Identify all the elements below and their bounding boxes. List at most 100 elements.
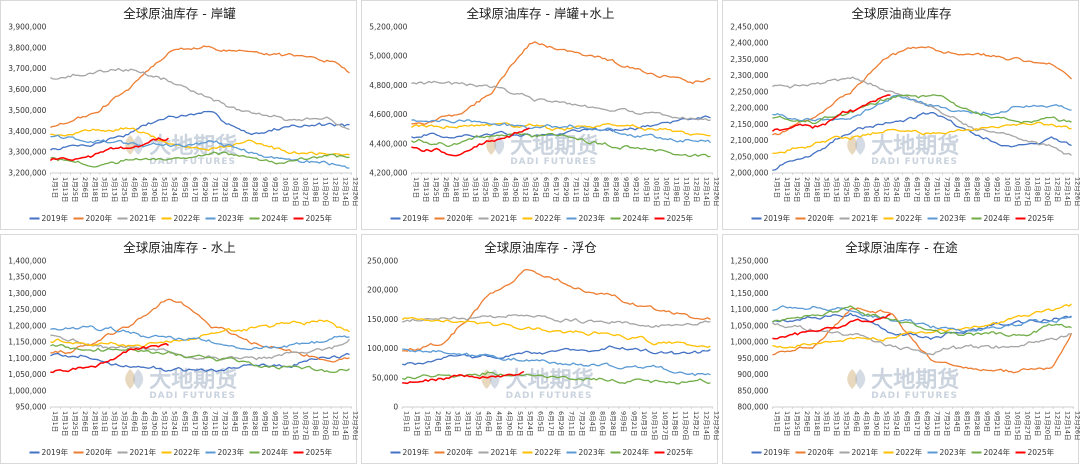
x-tick-label: 4月6日 (130, 177, 138, 198)
x-tick-label: 1月25日 (793, 411, 801, 436)
x-tick-label: 4月6日 (485, 411, 493, 432)
x-tick-label: 10月27日 (662, 177, 670, 207)
x-tick-label: 5月24日 (532, 177, 540, 202)
y-tick-label: 2,350,000 (730, 55, 768, 64)
x-tick-label: 7月11日 (933, 411, 941, 436)
legend-label: 2020年 (808, 447, 835, 457)
series-line (411, 80, 711, 121)
x-tick-label: 9月9日 (261, 411, 269, 432)
x-tick-label: 11月8日 (1033, 177, 1041, 202)
series-line (772, 94, 1072, 122)
x-tick-label: 10月27日 (1023, 411, 1031, 441)
x-tick-label: 7月11日 (568, 411, 576, 436)
x-tick-label: 1月13日 (61, 411, 69, 436)
y-tick-label: 3,600,000 (8, 85, 46, 94)
x-tick-label: 1月1日 (51, 411, 59, 432)
chart-title: 全球原油商业库存 (851, 6, 951, 21)
series-line (772, 94, 1072, 125)
series-line (401, 316, 711, 348)
x-tick-label: 1月25日 (423, 411, 431, 436)
legend-label: 2019年 (403, 213, 430, 223)
chart-title: 全球原油库存 - 岸罐 (123, 6, 236, 21)
legend-label: 2022年 (896, 213, 923, 223)
x-tick-label: 10月27日 (301, 177, 309, 207)
line-chart: 全球原油库存 - 岸罐 3,200,000 3,300,000 3,400,000 3,… (8, 6, 358, 223)
logo-icon (847, 135, 866, 155)
x-tick-label: 10月3日 (640, 411, 648, 436)
x-tick-label: 3月25日 (120, 411, 128, 436)
x-tick-label: 1月25日 (432, 177, 440, 202)
watermark-en: DADI FUTURES (510, 157, 597, 167)
chart-panel: 全球原油库存 - 岸罐+水上 4,200,000 4,400,000 4,600,00… (361, 0, 719, 230)
x-tick-label: 12月26日 (352, 177, 358, 207)
y-tick-label: 900,000 (737, 370, 768, 379)
y-tick-label: 1,200,000 (730, 273, 768, 282)
legend-label: 2020年 (808, 213, 835, 223)
x-tick-label: 7月23日 (582, 177, 590, 202)
x-tick-label: 8月28日 (609, 411, 617, 436)
series-line (411, 41, 711, 126)
y-tick-label: 3,400,000 (8, 127, 46, 136)
chart-panel: 全球原油库存 - 浮仓 0 50,000 100,000 150,000 200,000 2… (361, 234, 719, 464)
legend-label: 2019年 (403, 447, 430, 457)
legend-label: 2025年 (1028, 213, 1055, 223)
x-tick-label: 10月15日 (1013, 177, 1021, 207)
x-tick-label: 3月25日 (481, 177, 489, 202)
x-tick-label: 2月6日 (442, 177, 450, 198)
x-tick-label: 4月6日 (852, 411, 860, 432)
x-tick-label: 4月30日 (512, 177, 520, 202)
x-tick-label: 11月20日 (682, 411, 690, 441)
y-tick-label: 3,500,000 (8, 106, 46, 115)
x-tick-label: 2月6日 (81, 411, 89, 432)
x-tick-label: 8月16日 (963, 177, 971, 202)
x-tick-label: 10月15日 (650, 411, 658, 441)
x-tick-label: 12月26日 (713, 177, 719, 207)
x-tick-label: 5月12日 (161, 411, 169, 436)
x-tick-label: 5月24日 (893, 177, 901, 202)
x-tick-label: 12月2日 (332, 411, 340, 436)
x-tick-label: 2月18日 (452, 177, 460, 202)
y-tick-label: 3,800,000 (8, 43, 46, 52)
y-tick-label: 800,000 (737, 403, 768, 412)
series-line (771, 94, 891, 132)
series-line (401, 314, 711, 328)
watermark-en: DADI FUTURES (871, 157, 958, 167)
x-tick-label: 6月29日 (923, 177, 931, 202)
y-tick-label: 50,000 (372, 373, 398, 382)
y-tick-label: 4,600,000 (369, 110, 407, 119)
x-tick-label: 8月4日 (588, 411, 596, 432)
y-tick-label: 1,350,000 (8, 273, 46, 282)
watermark-en: DADI FUTURES (149, 157, 236, 167)
legend-label: 2023年 (579, 213, 606, 223)
x-tick-label: 4月6日 (491, 177, 499, 198)
x-tick-label: 7月23日 (578, 411, 586, 436)
legend-label: 2020年 (86, 213, 113, 223)
x-tick-label: 3月1日 (454, 411, 462, 432)
y-tick-label: 4,800,000 (369, 81, 407, 90)
legend-label: 2025年 (667, 447, 694, 457)
x-tick-label: 6月5日 (903, 411, 911, 432)
legend-label: 2024年 (984, 447, 1011, 457)
x-tick-label: 11月20日 (322, 177, 330, 207)
watermark-cn: 大地期货 (871, 367, 959, 393)
watermark-cn: 大地期货 (149, 367, 237, 393)
chart-panel: 全球原油库存 - 水上 950,000 1,000,000 1,050,000 1,10… (0, 234, 358, 464)
logo-icon (847, 369, 866, 389)
x-tick-label: 8月4日 (592, 177, 600, 198)
legend-label: 2019年 (764, 213, 791, 223)
series-line (772, 305, 1072, 337)
series-line (411, 122, 711, 137)
chart-title: 全球原油库存 - 岸罐+水上 (467, 6, 615, 21)
x-tick-label: 3月1日 (822, 177, 830, 198)
x-tick-label: 6月17日 (191, 177, 199, 202)
y-tick-label: 2,250,000 (730, 87, 768, 96)
x-tick-label: 1月1日 (412, 177, 420, 198)
x-tick-label: 12月14日 (703, 177, 711, 207)
x-tick-label: 8月16日 (241, 177, 249, 202)
x-tick-label: 7月11日 (211, 177, 219, 202)
series-line (772, 111, 1072, 171)
series-line (402, 268, 711, 352)
y-tick-label: 1,000,000 (8, 386, 46, 395)
